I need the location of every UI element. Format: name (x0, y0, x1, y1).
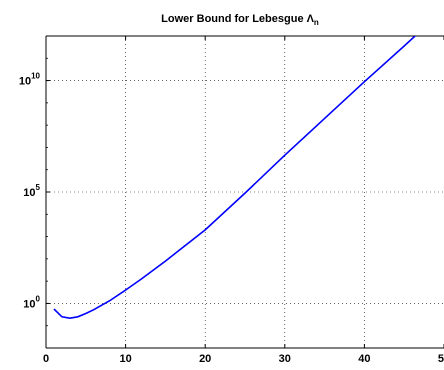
plot-area (46, 36, 444, 348)
x-tick-label: 50 (438, 353, 444, 365)
axes (45, 35, 444, 349)
series-line (53, 36, 417, 319)
y-tick-label: 1010 (19, 72, 41, 88)
x-tick-labels: 0 10 20 30 40 50 (43, 353, 444, 365)
chart-title-text: Lower Bound for Lebesgue (161, 13, 303, 25)
x-tick-label: 30 (279, 353, 291, 365)
x-tick-label: 40 (358, 353, 370, 365)
y-tick-label: 100 (23, 294, 40, 310)
chart-title: Lower Bound for Lebesgue Λn (161, 13, 319, 27)
x-tick-label: 20 (199, 353, 211, 365)
y-tick-label: 105 (23, 183, 40, 199)
series-layer (53, 36, 417, 319)
x-tick-label: 0 (43, 353, 49, 365)
chart-title-symbol: Λ (307, 13, 315, 25)
x-tick-label: 10 (119, 353, 131, 365)
y-tick-labels: 100 105 1010 (19, 72, 41, 311)
chart-title-subscript: n (314, 18, 319, 27)
grid (46, 36, 444, 348)
